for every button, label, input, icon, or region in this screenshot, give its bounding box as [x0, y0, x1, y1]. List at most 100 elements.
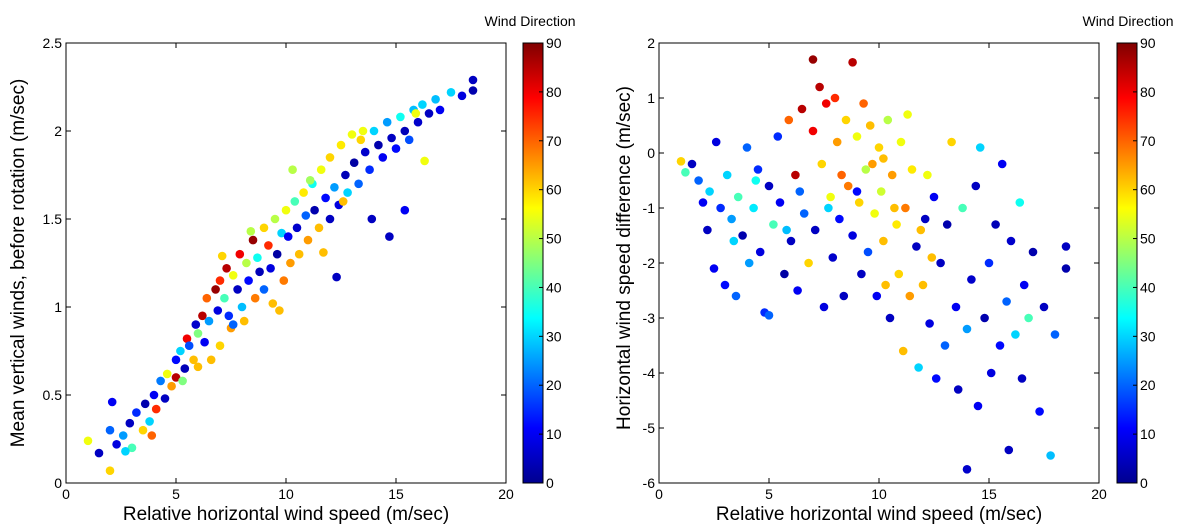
- right-colorbar-tick-label-8: 80: [1140, 84, 1156, 100]
- left-point-27: [193, 329, 203, 338]
- left-point-83: [349, 158, 359, 167]
- left-colorbar-tick-label-9: 90: [546, 35, 562, 51]
- left-point-86: [360, 147, 370, 157]
- right-point-120: [916, 225, 926, 235]
- left-point-61: [281, 205, 291, 215]
- left-point-53: [259, 285, 269, 294]
- left-point-13: [149, 390, 159, 400]
- left-colorbar: Wind Direction 0 10 20 30 40 50 60 70 80 90: [484, 13, 575, 491]
- left-point-35: [215, 276, 225, 285]
- left-point-39: [224, 311, 234, 321]
- left-point-17: [162, 369, 172, 379]
- right-point-10: [720, 280, 730, 290]
- left-point-30: [202, 293, 212, 303]
- left-colorbar-title: Wind Direction: [484, 13, 575, 29]
- right-point-98: [995, 341, 1005, 350]
- left-point-115: [305, 176, 315, 185]
- left-point-23: [182, 334, 192, 344]
- left-point-121: [319, 248, 328, 257]
- right-point-93: [975, 143, 985, 152]
- left-point-14: [151, 404, 161, 414]
- right-point-112: [1050, 330, 1060, 339]
- right-point-36: [808, 126, 818, 136]
- right-point-99: [997, 159, 1007, 169]
- left-point-63: [286, 258, 295, 268]
- left-point-72: [314, 223, 324, 233]
- right-point-122: [824, 203, 833, 213]
- right-point-84: [947, 137, 956, 147]
- right-colorbar-ticks: 0 10 20 30 40 50 60 70 80 90: [1133, 35, 1156, 491]
- right-point-56: [861, 165, 871, 174]
- left-point-92: [387, 133, 396, 143]
- left-y-tick-label-2: 1: [54, 299, 62, 315]
- left-point-82: [347, 130, 357, 139]
- right-point-66: [887, 170, 897, 180]
- right-point-40: [819, 302, 829, 312]
- right-point-65: [885, 313, 895, 323]
- right-point-43: [828, 253, 838, 262]
- left-y-tick-label-4: 2: [54, 123, 62, 139]
- left-colorbar-tick-label-2: 20: [546, 377, 562, 393]
- right-point-4: [698, 198, 708, 207]
- right-point-69: [896, 137, 906, 147]
- right-point-75: [914, 363, 923, 372]
- right-point-128: [852, 187, 862, 196]
- left-x-ticks: 0 5 10 15 20: [62, 43, 514, 502]
- right-y-tick-label-5: -1: [643, 200, 656, 216]
- right-point-53: [854, 198, 864, 207]
- left-point-9: [132, 408, 141, 417]
- right-point-20: [755, 247, 765, 257]
- left-colorbar-ticks: 0 10 20 30 40 50 60 70 80 90: [539, 35, 562, 491]
- left-scatter-plot: 0 5 10 15 20 0 0.5 1 1.5 2 2.5 Relative horizonta…: [8, 35, 514, 525]
- right-point-6: [705, 187, 714, 196]
- right-colorbar-tick-label-1: 10: [1140, 426, 1156, 442]
- right-point-48: [841, 115, 851, 125]
- right-point-49: [843, 181, 853, 191]
- right-point-121: [927, 253, 937, 262]
- right-point-113: [1061, 242, 1071, 251]
- right-point-78: [925, 319, 934, 328]
- left-point-89: [374, 140, 383, 150]
- right-point-46: [835, 214, 844, 224]
- right-point-64: [883, 115, 893, 125]
- right-colorbar-tick-label-0: 0: [1140, 475, 1148, 491]
- right-point-24: [769, 220, 778, 229]
- right-x-tick-label-3: 15: [981, 486, 997, 502]
- right-colorbar-tick-label-5: 50: [1140, 231, 1156, 247]
- right-point-26: [775, 198, 785, 207]
- left-point-47: [244, 276, 253, 285]
- right-y-tick-label-2: -4: [643, 365, 656, 381]
- left-point-99: [418, 100, 427, 109]
- left-point-116: [288, 165, 297, 174]
- right-point-88: [962, 324, 972, 334]
- left-point-109: [228, 320, 238, 329]
- left-point-122: [246, 227, 256, 236]
- right-scatter-plot: 0 5 10 15 20 -6 -5 -4 -3 -2 -1 0 1 2 Relative horizo…: [614, 35, 1107, 525]
- left-point-120: [338, 197, 348, 206]
- right-point-0: [676, 157, 686, 166]
- left-point-38: [222, 264, 231, 273]
- left-point-64: [290, 197, 300, 206]
- right-point-7: [709, 264, 719, 273]
- right-point-23: [764, 311, 774, 320]
- right-point-38: [815, 82, 824, 92]
- left-y-tick-label-5: 2.5: [43, 35, 63, 51]
- left-point-21: [176, 346, 185, 356]
- left-point-33: [211, 285, 220, 294]
- right-x-tick-label-4: 20: [1091, 486, 1107, 502]
- right-point-63: [879, 236, 888, 246]
- right-point-79: [929, 192, 939, 202]
- right-point-68: [894, 269, 904, 279]
- left-point-67: [299, 188, 308, 197]
- right-point-51: [848, 231, 857, 240]
- right-points-group: [676, 55, 1071, 474]
- right-point-100: [1002, 297, 1011, 306]
- left-point-114: [275, 306, 284, 315]
- left-colorbar-tick-label-8: 80: [546, 84, 562, 100]
- right-colorbar-title: Wind Direction: [1082, 13, 1173, 29]
- left-point-74: [321, 193, 330, 203]
- left-point-102: [435, 105, 445, 115]
- left-point-118: [400, 205, 410, 215]
- right-x-ticks: 0 5 10 15 20: [655, 43, 1107, 502]
- left-point-6: [118, 431, 128, 440]
